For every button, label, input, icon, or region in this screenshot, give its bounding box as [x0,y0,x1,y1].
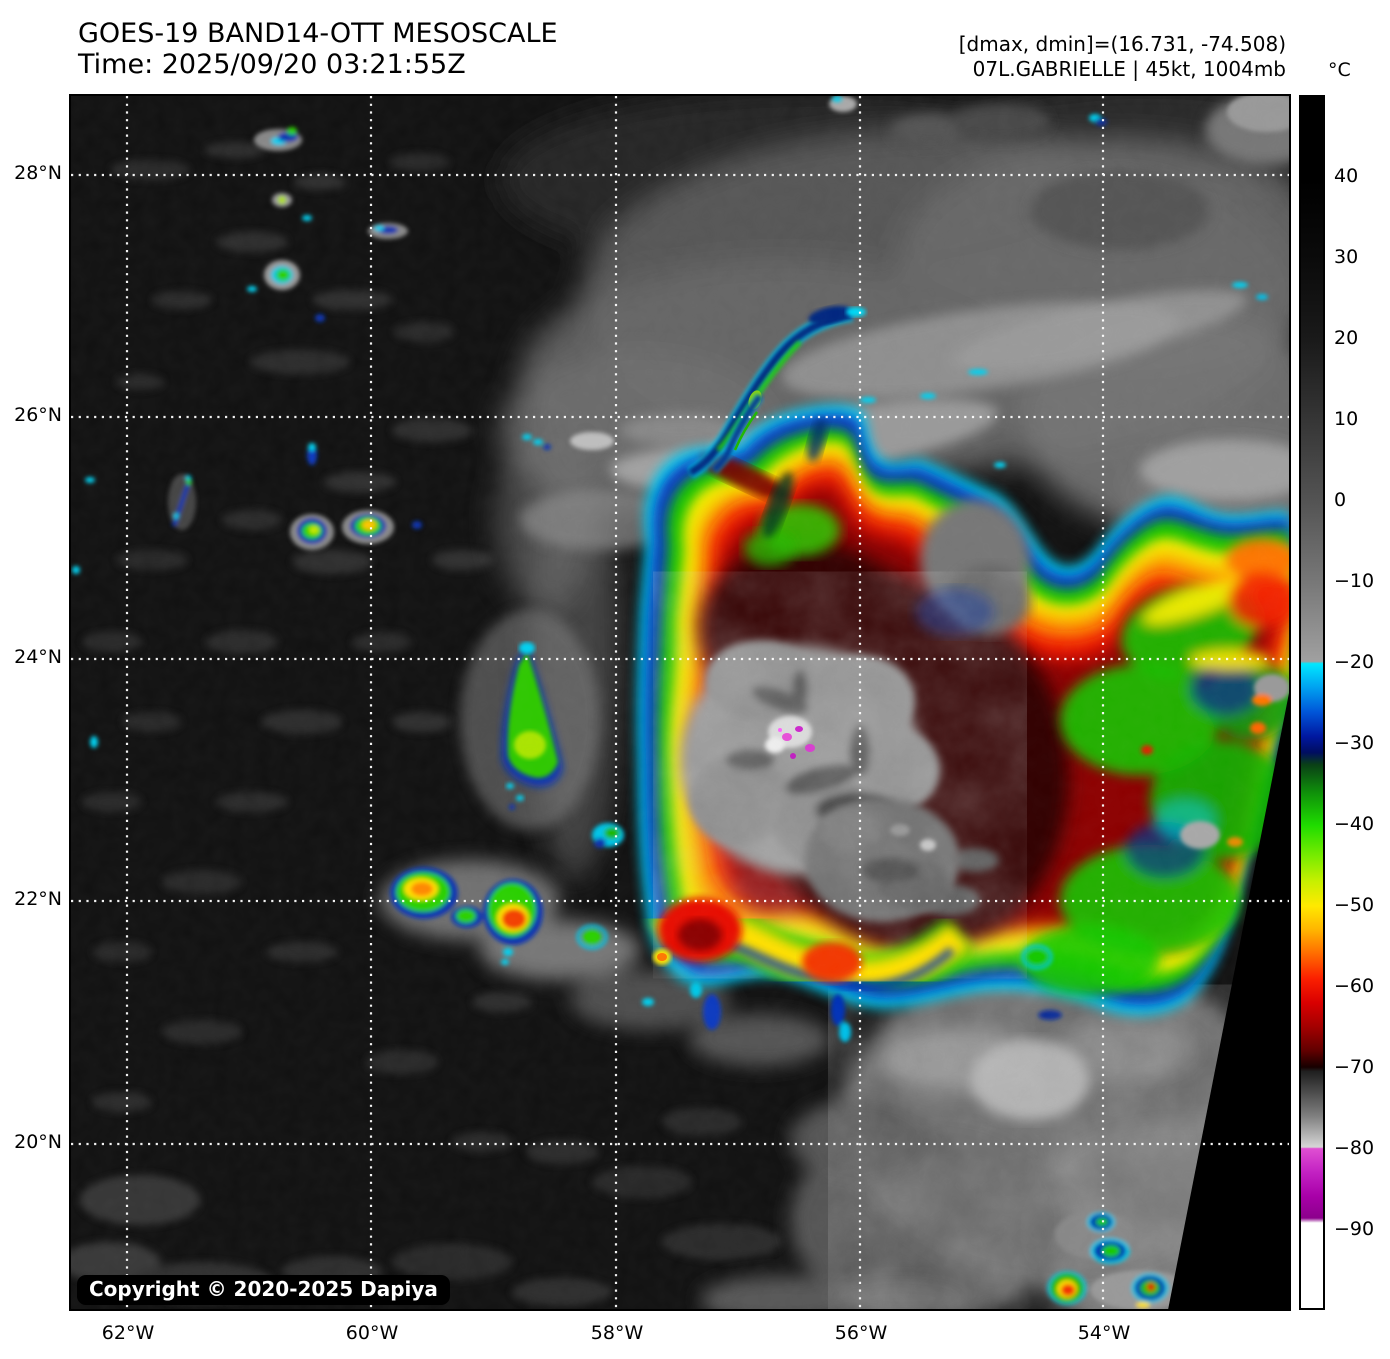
lon-label-60w: 60°W [345,1322,399,1344]
lat-label-22n: 22°N [14,888,62,910]
copyright-badge: Copyright © 2020-2025 Dapiya [77,1275,450,1305]
colorbar-tick: −90 [1334,1218,1375,1240]
colorbar-tick: −80 [1334,1137,1375,1159]
lat-label-24n: 24°N [14,646,62,668]
lon-label-62w: 62°W [101,1322,155,1344]
colorbar-tick: 10 [1334,408,1359,430]
lon-label-58w: 58°W [590,1322,644,1344]
satellite-image [70,95,1290,1310]
dmax-dmin-label: [dmax, dmin]=(16.731, -74.508) [958,32,1286,56]
storm-info-label: 07L.GABRIELLE | 45kt, 1004mb [972,57,1286,81]
colorbar-tick: 20 [1334,327,1359,349]
colorbar-tick: 40 [1334,165,1359,187]
lon-label-56w: 56°W [834,1322,888,1344]
colorbar-tick: −50 [1334,894,1375,916]
lon-label-54w: 54°W [1077,1322,1131,1344]
satellite-map: Copyright © 2020-2025 Dapiya [69,94,1291,1311]
colorbar-tick: −30 [1334,732,1375,754]
colorbar-tick: −60 [1334,975,1375,997]
colorbar-tick: −70 [1334,1056,1375,1078]
temperature-colorbar [1299,95,1325,1310]
colorbar-tick: 0 [1334,489,1347,511]
lat-label-28n: 28°N [14,162,62,184]
noise-texture [70,95,1290,1310]
colorbar-tick: −20 [1334,651,1375,673]
colorbar-tick: −10 [1334,570,1375,592]
colorbar-tick: −40 [1334,813,1375,835]
colorbar-tick: 30 [1334,246,1359,268]
colorbar-unit-label: °C [1328,59,1351,81]
timestamp-label: Time: 2025/09/20 03:21:55Z [78,49,466,80]
lat-label-26n: 26°N [14,404,62,426]
scan-edge-wedge [1168,688,1290,1310]
lat-label-20n: 20°N [14,1131,62,1153]
graticule-gridlines [71,96,1289,1309]
page-title: GOES-19 BAND14-OTT MESOSCALE [78,18,558,49]
